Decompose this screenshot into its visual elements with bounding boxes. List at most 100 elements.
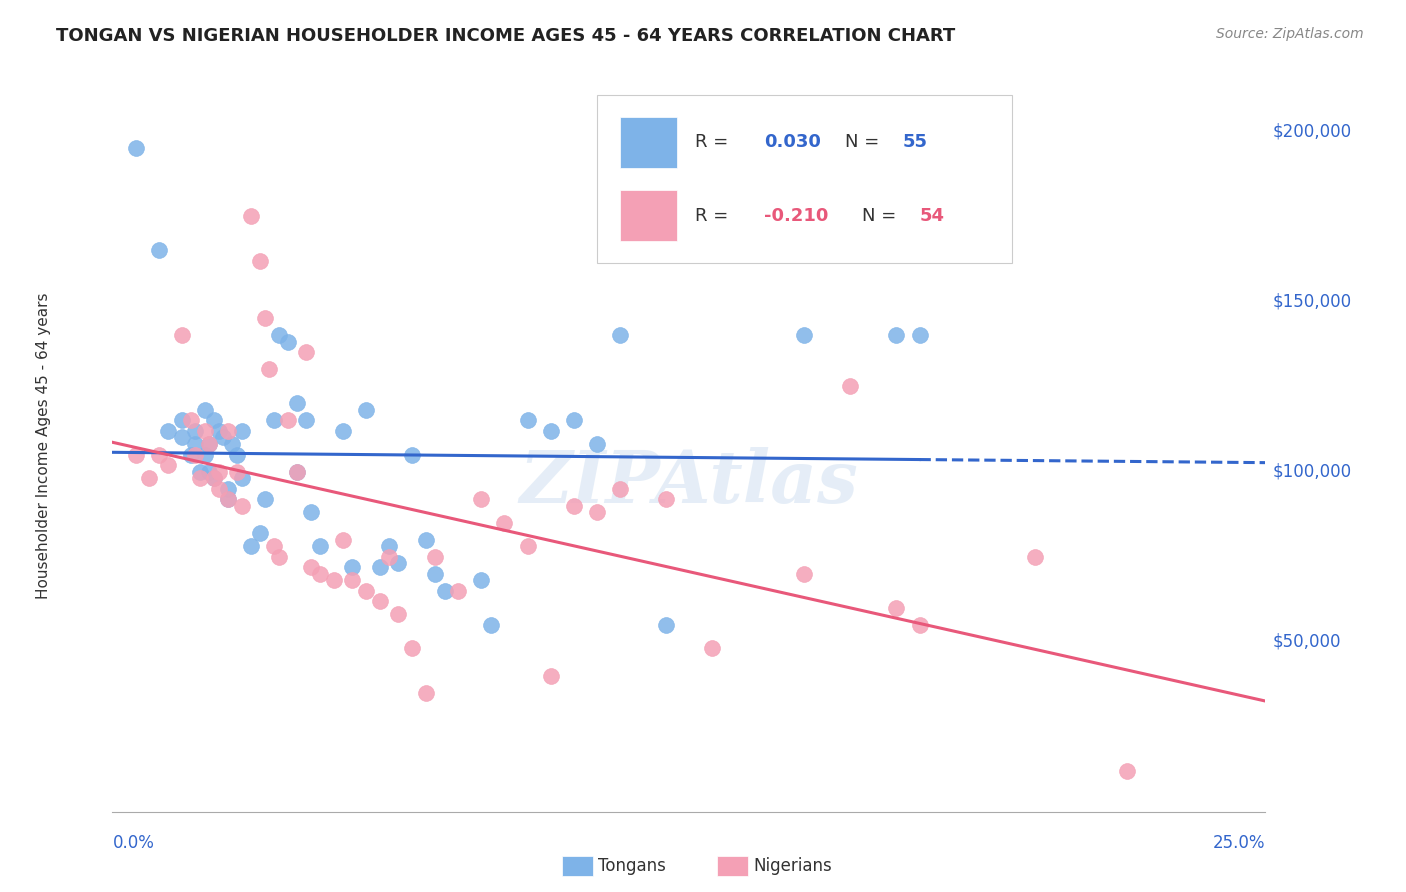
Point	[401, 641, 423, 656]
Point	[425, 549, 447, 564]
Point	[148, 244, 170, 258]
Point	[516, 540, 538, 554]
Point	[221, 437, 243, 451]
Point	[285, 465, 308, 479]
Point	[562, 413, 585, 427]
Text: Tongans: Tongans	[598, 857, 665, 875]
Point	[267, 328, 290, 343]
Point	[138, 471, 160, 485]
Point	[309, 566, 332, 581]
Point	[299, 505, 322, 519]
Point	[198, 465, 221, 479]
Point	[295, 413, 318, 427]
Point	[470, 491, 492, 506]
Point	[368, 594, 391, 608]
Point	[217, 424, 239, 438]
Point	[207, 424, 229, 438]
Point	[585, 505, 607, 519]
Point	[253, 311, 276, 326]
Point	[188, 471, 211, 485]
Text: N =: N =	[845, 134, 884, 152]
Text: 54: 54	[920, 207, 945, 225]
Point	[217, 491, 239, 506]
Point	[415, 686, 437, 700]
Text: $150,000: $150,000	[1272, 293, 1351, 310]
Point	[277, 413, 299, 427]
Point	[908, 328, 931, 343]
Point	[839, 379, 862, 393]
Point	[202, 471, 225, 485]
Point	[378, 549, 401, 564]
Point	[700, 641, 723, 656]
Point	[793, 328, 815, 343]
FancyBboxPatch shape	[620, 117, 678, 168]
Point	[309, 540, 332, 554]
Point	[908, 617, 931, 632]
Point	[401, 448, 423, 462]
Point	[184, 437, 207, 451]
Text: R =: R =	[695, 207, 734, 225]
Point	[342, 559, 364, 574]
Point	[207, 465, 229, 479]
Text: -0.210: -0.210	[763, 207, 828, 225]
Text: N =: N =	[862, 207, 901, 225]
Point	[231, 471, 253, 485]
Point	[585, 437, 607, 451]
Point	[249, 253, 271, 268]
Point	[198, 437, 221, 451]
Point	[793, 566, 815, 581]
Text: Nigerians: Nigerians	[754, 857, 832, 875]
Text: Householder Income Ages 45 - 64 years: Householder Income Ages 45 - 64 years	[35, 293, 51, 599]
Point	[479, 617, 502, 632]
Text: 0.0%: 0.0%	[112, 834, 155, 852]
Point	[170, 328, 193, 343]
Point	[194, 403, 217, 417]
Point	[170, 430, 193, 444]
Point	[342, 574, 364, 588]
Point	[285, 396, 308, 410]
Point	[239, 540, 262, 554]
Point	[259, 362, 281, 376]
Text: Source: ZipAtlas.com: Source: ZipAtlas.com	[1216, 27, 1364, 41]
Point	[378, 540, 401, 554]
Point	[1116, 764, 1139, 778]
Point	[332, 533, 354, 547]
Point	[226, 448, 249, 462]
Text: $50,000: $50,000	[1272, 632, 1341, 650]
Point	[277, 335, 299, 350]
Point	[387, 607, 409, 622]
Point	[562, 499, 585, 513]
Point	[1024, 549, 1046, 564]
Point	[609, 482, 631, 496]
Point	[447, 583, 470, 598]
Point	[253, 491, 276, 506]
Point	[354, 583, 377, 598]
Point	[124, 448, 146, 462]
Point	[156, 458, 179, 472]
Point	[239, 210, 262, 224]
Point	[198, 437, 221, 451]
Text: 25.0%: 25.0%	[1213, 834, 1265, 852]
Point	[433, 583, 456, 598]
Point	[188, 465, 211, 479]
Point	[299, 559, 322, 574]
Point	[202, 413, 225, 427]
Point	[202, 471, 225, 485]
Point	[170, 413, 193, 427]
Point	[194, 424, 217, 438]
Point	[354, 403, 377, 417]
Point	[494, 516, 516, 530]
Point	[212, 430, 235, 444]
Text: $200,000: $200,000	[1272, 122, 1351, 140]
Point	[285, 465, 308, 479]
Text: $100,000: $100,000	[1272, 463, 1351, 481]
Point	[249, 525, 271, 540]
Point	[886, 328, 908, 343]
Point	[124, 141, 146, 155]
Point	[332, 424, 354, 438]
Point	[217, 491, 239, 506]
Point	[655, 491, 678, 506]
Text: 55: 55	[903, 134, 927, 152]
Point	[226, 465, 249, 479]
Point	[540, 424, 562, 438]
